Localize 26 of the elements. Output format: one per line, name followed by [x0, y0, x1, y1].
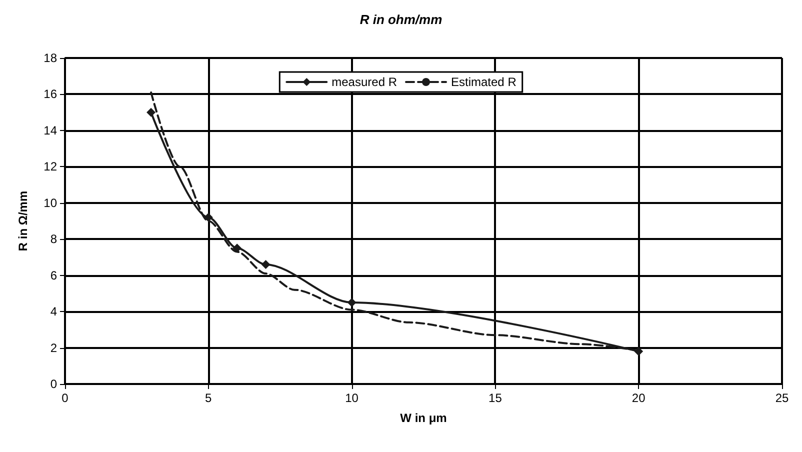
x-tick-label: 5 — [205, 391, 212, 405]
point — [261, 260, 270, 269]
y-tick-label: 14 — [44, 123, 58, 138]
x-axis-title: W in μm — [400, 411, 447, 425]
y-tick-label: 0 — [50, 377, 58, 391]
y-tick-label: 2 — [50, 340, 58, 355]
y-tick-label: 12 — [44, 160, 58, 174]
x-tick-label: 25 — [775, 391, 789, 405]
y-axis-title: R in Ω/mm — [16, 190, 30, 252]
point — [232, 244, 242, 253]
y-tick-label: 4 — [50, 304, 58, 319]
legend-label: measured R — [332, 75, 398, 89]
x-tick-label: 10 — [345, 391, 359, 405]
x-tick-label: 20 — [632, 391, 646, 405]
legend-label: Estimated R — [451, 75, 517, 89]
y-tick-label: 6 — [50, 268, 58, 282]
x-tick-label: 15 — [488, 391, 502, 405]
y-tick-label: 16 — [44, 87, 58, 102]
point — [347, 298, 356, 307]
x-tick-label: 0 — [62, 391, 69, 405]
y-tick-label: 18 — [44, 51, 58, 65]
point — [146, 108, 156, 117]
y-tick-label: 8 — [50, 232, 58, 246]
chart-title: R in ohm/mm — [360, 12, 443, 27]
y-tick-label: 10 — [44, 196, 58, 210]
point — [634, 346, 644, 356]
